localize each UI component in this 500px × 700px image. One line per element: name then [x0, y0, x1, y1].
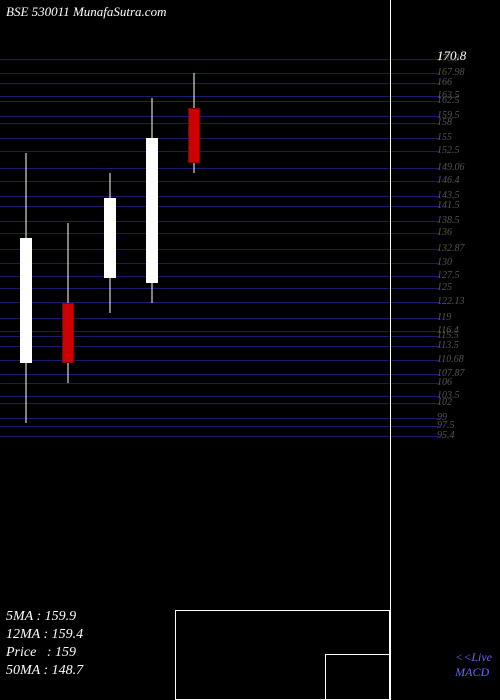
- price-level-label: 138.5: [437, 216, 460, 226]
- price-level-label: 143.5: [437, 191, 460, 201]
- price-row: Price : 159: [6, 644, 83, 662]
- price-highlight-label: 170.8: [437, 51, 466, 61]
- ma5-row: 5MA : 159.9: [6, 608, 83, 626]
- price-level-label: 158: [437, 118, 452, 128]
- price-level-label: 102: [437, 398, 452, 408]
- price-level-label: 149.06: [437, 163, 465, 173]
- price-level-label: 132.87: [437, 244, 465, 254]
- candle[interactable]: [146, 0, 158, 440]
- candle[interactable]: [20, 0, 32, 440]
- candle[interactable]: [62, 0, 74, 440]
- price-level-label: 141.5: [437, 201, 460, 211]
- exchange-label: BSE: [6, 4, 28, 19]
- candle[interactable]: [104, 0, 116, 440]
- symbol-label: 530011: [32, 4, 70, 19]
- price-level-label: 122.13: [437, 297, 465, 307]
- price-chart[interactable]: [0, 0, 440, 440]
- price-level-label: 125: [437, 283, 452, 293]
- price-level-label: 146.4: [437, 176, 460, 186]
- stats-legend: 5MA : 159.9 12MA : 159.4 Price : 159 50M…: [6, 608, 83, 680]
- price-level-label: 115.5: [437, 331, 459, 341]
- site-label: MunafaSutra.com: [73, 4, 167, 19]
- candle[interactable]: [188, 0, 200, 440]
- price-level-label: 152.5: [437, 146, 460, 156]
- price-level-label: 136: [437, 228, 452, 238]
- histogram-box-2: [325, 654, 390, 700]
- price-level-label: 162.5: [437, 96, 460, 106]
- macd-label: <<Live MACD: [455, 650, 492, 680]
- price-axis: 170.8167.98166163.5162.5159.5158155152.5…: [437, 50, 492, 450]
- price-level-label: 110.68: [437, 355, 464, 365]
- chart-header: BSE 530011 MunafaSutra.com: [6, 4, 166, 20]
- price-level-label: 155: [437, 133, 452, 143]
- price-level-label: 119: [437, 313, 451, 323]
- price-level-label: 95.4: [437, 431, 455, 441]
- cursor-line[interactable]: [390, 0, 391, 700]
- price-level-label: 127.5: [437, 271, 460, 281]
- ma12-row: 12MA : 159.4: [6, 626, 83, 644]
- price-level-label: 113.5: [437, 341, 459, 351]
- price-level-label: 106: [437, 378, 452, 388]
- ma50-row: 50MA : 148.7: [6, 662, 83, 680]
- price-level-label: 130: [437, 258, 452, 268]
- price-level-label: 166: [437, 78, 452, 88]
- price-level-label: 97.5: [437, 421, 455, 431]
